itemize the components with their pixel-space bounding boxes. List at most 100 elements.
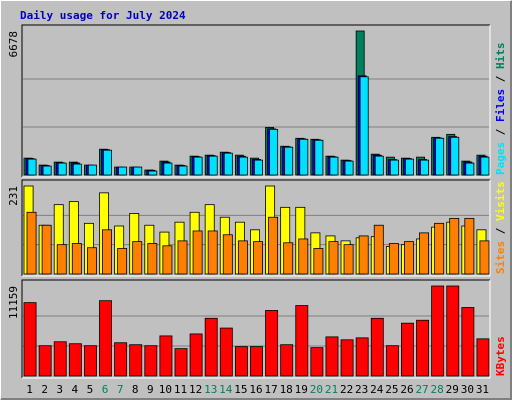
- bar: [237, 240, 248, 275]
- bar: [159, 335, 173, 377]
- chart-title: Daily usage for July 2024: [20, 9, 186, 22]
- bar: [385, 345, 399, 377]
- series-legend: Sites / Visits: [494, 181, 507, 274]
- y-tick-label: 231: [7, 186, 20, 206]
- bar: [117, 248, 128, 275]
- y-tick-label: 6678: [7, 31, 20, 58]
- bar: [162, 245, 173, 275]
- bar: [254, 159, 263, 176]
- panel-border-dark: [21, 24, 490, 177]
- bar: [148, 170, 158, 176]
- bar: [114, 342, 128, 377]
- bar: [446, 285, 460, 377]
- bar: [23, 302, 37, 377]
- x-tick-label: 28: [431, 383, 444, 396]
- bar: [479, 240, 490, 275]
- bar: [133, 166, 143, 176]
- bar: [174, 348, 188, 377]
- bar: [57, 162, 67, 176]
- bar: [389, 159, 399, 176]
- x-tick-label: 3: [56, 383, 63, 396]
- bar: [72, 163, 82, 176]
- x-tick-label: 6: [102, 383, 109, 396]
- bar: [476, 338, 490, 377]
- bar: [177, 240, 188, 275]
- bar: [222, 234, 233, 275]
- bar: [299, 138, 309, 176]
- bar: [193, 156, 203, 176]
- x-tick-label: 12: [189, 383, 202, 396]
- bar: [234, 346, 248, 377]
- x-tick-label: 1: [26, 383, 33, 396]
- bar: [132, 241, 143, 275]
- bar: [283, 242, 294, 275]
- bar: [284, 146, 294, 176]
- legend-separator: /: [494, 69, 507, 89]
- legend-separator: /: [494, 221, 507, 241]
- x-tick-label: 15: [234, 383, 247, 396]
- bar: [310, 347, 324, 377]
- bar: [189, 333, 203, 377]
- x-tick-label: 2: [41, 383, 48, 396]
- bar: [103, 149, 112, 176]
- bar: [420, 159, 430, 176]
- bar: [419, 232, 430, 275]
- x-tick-label: 4: [72, 383, 79, 396]
- bar: [118, 166, 128, 176]
- x-tick-label: 5: [87, 383, 94, 396]
- legend-entry: Pages: [494, 142, 507, 175]
- x-tick-label: 8: [132, 383, 139, 396]
- x-tick-label: 23: [355, 383, 368, 396]
- bar: [280, 344, 294, 377]
- bar: [265, 310, 279, 377]
- bar: [295, 305, 309, 377]
- bar: [449, 217, 460, 275]
- x-tick-label: 24: [370, 383, 384, 396]
- legend-separator: /: [494, 122, 507, 142]
- bar: [405, 158, 414, 176]
- bar: [416, 319, 430, 377]
- bar: [102, 229, 112, 275]
- bar: [370, 317, 384, 377]
- panel-border-light: [22, 180, 491, 277]
- bar: [86, 247, 97, 275]
- bar: [480, 156, 490, 176]
- legend-entry: Hits: [494, 43, 507, 70]
- x-tick-label: 26: [400, 383, 413, 396]
- bar: [298, 238, 309, 275]
- bar: [163, 162, 173, 176]
- bar: [83, 345, 97, 377]
- bar: [99, 300, 112, 377]
- bar: [56, 244, 67, 275]
- panel-border-dark: [21, 179, 490, 276]
- bar: [192, 230, 203, 275]
- bar: [207, 230, 218, 275]
- bar: [313, 248, 324, 275]
- x-tick-label: 27: [415, 383, 428, 396]
- bar: [204, 317, 218, 377]
- legend-entry: KBytes: [494, 336, 507, 376]
- x-tick-label: 16: [249, 383, 262, 396]
- bar: [329, 156, 339, 176]
- x-tick-label: 31: [476, 383, 489, 396]
- bar: [129, 344, 143, 377]
- bar: [343, 244, 354, 275]
- x-tick-label: 21: [325, 383, 338, 396]
- x-tick-label: 9: [147, 383, 154, 396]
- bar: [325, 336, 339, 377]
- x-tick-label: 25: [385, 383, 398, 396]
- bar: [314, 139, 324, 176]
- bar: [87, 164, 97, 176]
- legend-entry: Visits: [494, 181, 507, 221]
- bar: [388, 243, 399, 275]
- bar: [178, 165, 188, 176]
- bar: [253, 241, 263, 275]
- bar: [359, 76, 369, 176]
- x-tick-label: 18: [280, 383, 293, 396]
- bar: [238, 156, 248, 176]
- x-tick-label: 10: [159, 383, 172, 396]
- x-tick-label: 22: [340, 383, 353, 396]
- x-tick-label: 19: [295, 383, 308, 396]
- legend-entry: Sites: [494, 241, 507, 274]
